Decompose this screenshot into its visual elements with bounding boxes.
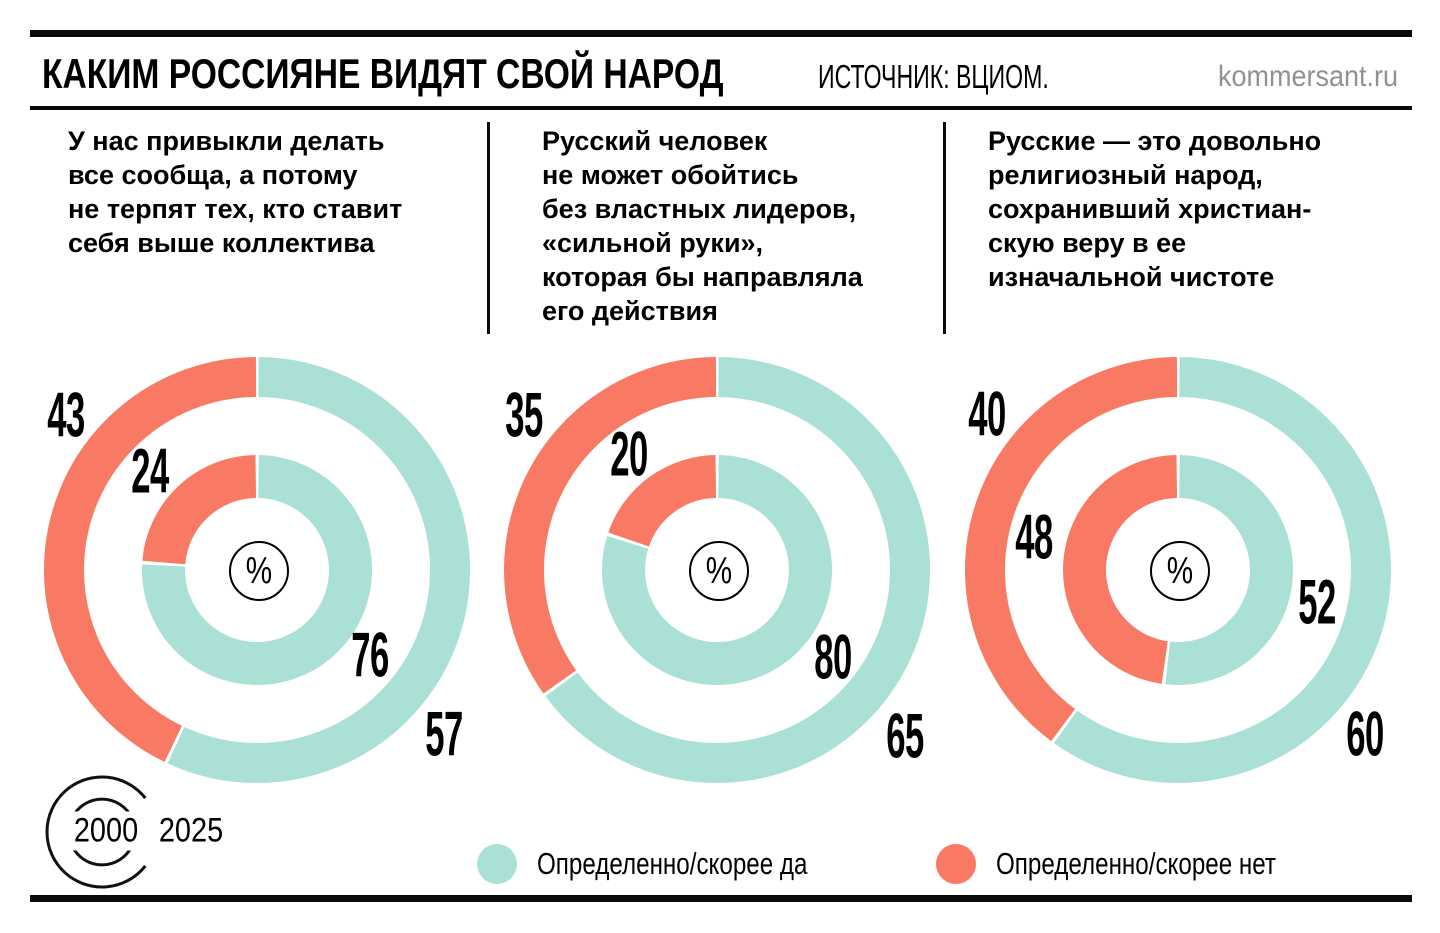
- legend-no-label: Определенно/скорее нет: [996, 846, 1276, 881]
- outer-year-circle: [45, 775, 147, 889]
- question-2: Русский человек не может обойтись без вл…: [542, 126, 863, 326]
- donut-chart-1: [44, 357, 470, 783]
- inner-year-circle-top: [70, 797, 134, 819]
- source-label: ИСТОЧНИК: ВЦИОМ.: [818, 58, 1049, 95]
- header-rule: [30, 106, 1412, 110]
- value-chart1-inner-no: 24: [131, 436, 169, 507]
- question-1: У нас привыкли делать все сообща, а пото…: [68, 126, 403, 258]
- value-chart2-outer-no: 35: [505, 380, 543, 451]
- column-divider-1: [487, 122, 490, 334]
- value-chart2-inner-yes: 80: [814, 622, 852, 693]
- top-rule: [30, 30, 1412, 37]
- legend-item-yes: Определенно/скорее да: [477, 844, 884, 884]
- no-color-dot-icon: [936, 844, 976, 884]
- value-chart2-outer-yes: 65: [886, 701, 924, 772]
- question-3: Русские — это довольно религиозный народ…: [988, 126, 1322, 292]
- percent-badge-2: %: [689, 541, 749, 601]
- donut-chart-2: [504, 357, 930, 783]
- legend-yes-label: Определенно/скорее да: [537, 846, 808, 881]
- column-divider-2: [943, 122, 946, 334]
- rings-year-key: [45, 775, 147, 889]
- value-chart2-inner-no: 20: [610, 419, 648, 490]
- value-chart3-outer-yes: 60: [1346, 699, 1384, 770]
- donut-chart-3: [965, 357, 1391, 783]
- percent-symbol: %: [705, 549, 733, 592]
- value-chart3-outer-no: 40: [968, 379, 1006, 450]
- percent-symbol: %: [1166, 549, 1194, 592]
- value-chart3-inner-yes: 52: [1298, 567, 1336, 638]
- value-chart1-outer-no: 43: [47, 380, 85, 451]
- site-label: kommersant.ru: [1217, 60, 1398, 93]
- year-outer-label: 2025: [155, 811, 227, 851]
- value-chart1-outer-yes: 57: [425, 699, 463, 770]
- legend-item-no: Определенно/скорее нет: [936, 844, 1355, 884]
- inner-year-circle-bottom: [70, 845, 134, 867]
- yes-color-dot-icon: [477, 844, 517, 884]
- percent-badge-1: %: [229, 541, 289, 601]
- percent-badge-3: %: [1150, 541, 1210, 601]
- year-inner-label: 2000: [70, 811, 142, 851]
- bottom-rule: [30, 895, 1412, 902]
- page-title: КАКИМ РОССИЯНЕ ВИДЯТ СВОЙ НАРОД: [42, 50, 724, 97]
- percent-symbol: %: [245, 549, 273, 592]
- value-chart3-inner-no: 48: [1015, 502, 1053, 573]
- value-chart1-inner-yes: 76: [351, 620, 389, 691]
